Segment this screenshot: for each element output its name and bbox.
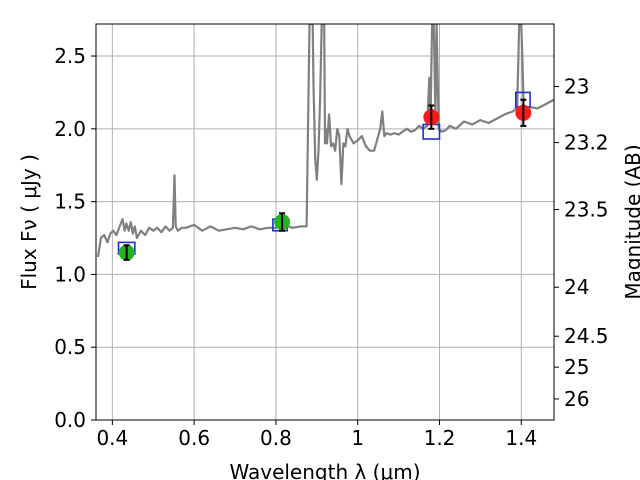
x-axis-ticks: 0.4 0.6 0.8 1 1.2 1.4 xyxy=(96,420,537,450)
magnitude-tick-label: 25 xyxy=(564,355,589,379)
plot-content xyxy=(96,24,554,261)
model-spectrum-line xyxy=(96,24,554,258)
y-tick-label: 2.0 xyxy=(54,117,86,141)
y-tick-label: 2.5 xyxy=(54,44,86,68)
x-tick-label: 0.8 xyxy=(260,426,292,450)
magnitude-axis-ticks: 23 23.2 23.5 24 24.5 25 26 xyxy=(554,74,609,411)
magnitude-tick-label: 23 xyxy=(564,74,589,98)
magnitude-tick-label: 23.2 xyxy=(564,131,609,155)
x-tick-label: 0.4 xyxy=(96,426,128,450)
x-tick-label: 1.4 xyxy=(505,426,537,450)
y-tick-label: 0.0 xyxy=(54,408,86,432)
y-tick-label: 1.0 xyxy=(54,262,86,286)
magnitude-tick-label: 24.5 xyxy=(564,324,609,348)
y-axis-title: Flux Fν ( μJy ) xyxy=(17,154,41,290)
plot-frame xyxy=(95,23,555,421)
x-tick-label: 1 xyxy=(351,426,364,450)
x-tick-label: 1.2 xyxy=(424,426,456,450)
observed-photometry xyxy=(118,98,532,261)
y-tick-label: 0.5 xyxy=(54,335,86,359)
magnitude-tick-label: 26 xyxy=(564,387,589,411)
magnitude-tick-label: 23.5 xyxy=(564,198,609,222)
magnitude-axis-title: Magnitude (AB) xyxy=(621,144,640,299)
y-tick-label: 1.5 xyxy=(54,190,86,214)
y-axis-ticks: 0.0 0.5 1.0 1.5 2.0 2.5 xyxy=(54,44,96,432)
magnitude-tick-label: 24 xyxy=(564,275,589,299)
x-axis-title: Wavelength λ (μm) xyxy=(229,460,420,480)
x-tick-label: 0.6 xyxy=(178,426,210,450)
